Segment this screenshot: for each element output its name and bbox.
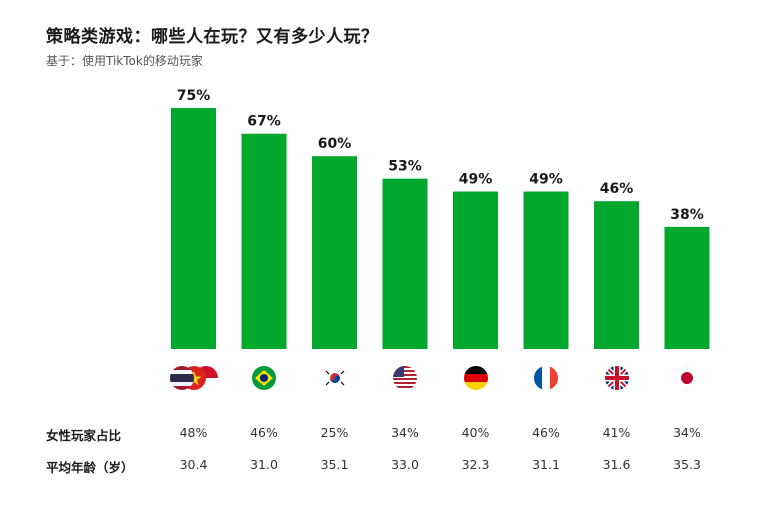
bar-value-label: 46% [600, 181, 634, 197]
japan-flag-icon [675, 366, 699, 390]
average-age-cell: 31.6 [602, 457, 631, 472]
female-share-cell: 25% [320, 425, 349, 440]
brazil-flag-icon [252, 366, 276, 390]
bar-value-label: 38% [670, 207, 704, 223]
bar-3 [382, 178, 428, 349]
female-share-cell: 34% [391, 425, 419, 440]
uk-flag-icon [604, 366, 629, 390]
average-age-cell: 35.3 [673, 457, 701, 472]
bar-value-label: 60% [318, 136, 352, 152]
female-share-label: 女性玩家占比 [46, 428, 122, 443]
bar-value-label: 49% [459, 172, 493, 188]
bar-1 [241, 133, 287, 349]
chart-title: 策略类游戏：哪些人在玩？又有多少人玩？ [46, 27, 379, 47]
average-age-cell: 35.1 [320, 457, 349, 472]
chart-subtitle: 基于：使用TikTok的移动玩家 [46, 54, 203, 68]
female-share-cell: 46% [532, 425, 560, 440]
female-share-cell: 34% [673, 425, 701, 440]
france-flag-icon [534, 366, 558, 390]
usa-flag-icon [393, 366, 417, 390]
bar-value-label: 49% [529, 172, 563, 188]
bar-value-label: 53% [388, 159, 422, 175]
female-share-cell: 48% [179, 425, 208, 440]
bar-value-label: 75% [177, 88, 211, 104]
bar-7 [664, 226, 710, 349]
bar-6 [594, 201, 639, 349]
bar-value-label: 67% [247, 114, 281, 130]
average-age-label: 平均年龄（岁） [46, 460, 134, 475]
average-age-cell: 32.3 [461, 457, 490, 472]
average-age-cell: 33.0 [391, 457, 419, 472]
thailand-flag-icon [169, 366, 194, 390]
bar-0 [171, 108, 216, 349]
germany-flag-icon [463, 366, 488, 390]
average-age-cell: 31.1 [532, 457, 560, 472]
female-share-cell: 40% [461, 425, 490, 440]
bar-5 [523, 191, 569, 349]
female-share-cell: 41% [602, 425, 631, 440]
average-age-cell: 30.4 [179, 457, 208, 472]
bar-4 [453, 191, 498, 349]
average-age-cell: 31.0 [250, 457, 278, 472]
bar-2 [312, 156, 357, 349]
south-korea-flag-icon [322, 366, 347, 390]
female-share-cell: 46% [250, 425, 278, 440]
